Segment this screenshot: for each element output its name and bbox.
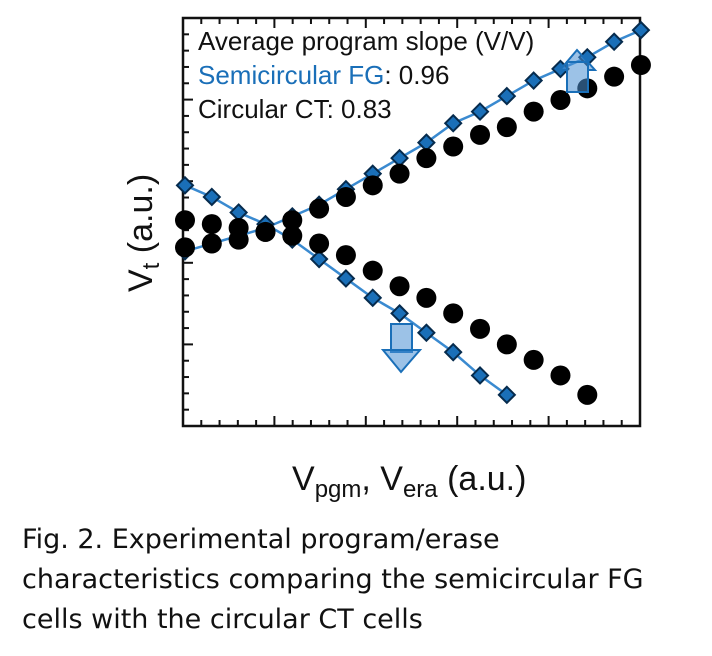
semicircular-fg-erase-point — [390, 303, 409, 323]
semicircular-fg-program-point — [524, 71, 544, 90]
circular-ct-erase-point — [255, 221, 276, 242]
semicircular-fg-erase-point — [416, 323, 436, 343]
annotation-ct-value: : 0.83 — [327, 94, 392, 124]
direction-arrows — [380, 48, 598, 374]
figure-caption: Fig. 2. Experimental program/erase chara… — [22, 524, 644, 635]
semicircular-fg-erase-point — [443, 342, 463, 362]
circular-ct-program-point — [309, 198, 330, 219]
circular-ct-program-point — [523, 101, 544, 122]
annotation-fg-name: Semicircular FG — [198, 60, 384, 90]
semicircular-fg-program-point — [631, 20, 651, 40]
circular-ct-program-point — [630, 55, 651, 76]
circular-ct-program-point — [443, 136, 464, 157]
semicircular-fg-erase-point — [336, 269, 356, 288]
circular-ct-erase-point — [443, 303, 464, 324]
semicircular-fg-erase-point — [309, 249, 329, 269]
semicircular-fg-erase-point — [470, 366, 490, 385]
erase-down-arrow-head — [380, 349, 423, 374]
circular-ct-erase-point — [389, 276, 410, 297]
circular-ct-program-point — [389, 163, 410, 184]
annotation-ct: Circular CT: 0.83 — [198, 94, 392, 124]
circular-ct-program-point — [201, 233, 222, 254]
circular-ct-erase-point — [201, 214, 222, 235]
circular-ct-erase-point — [175, 210, 195, 231]
chart: Average program slope (V/V) Semicircular… — [122, 16, 651, 503]
circular-ct-program-point — [175, 237, 195, 258]
circular-ct-erase-point — [470, 318, 491, 339]
y-axis-label: Vt (a.u.) — [122, 174, 165, 292]
circular-ct-erase-point — [496, 334, 517, 355]
series-markers — [175, 20, 651, 405]
circular-ct-program-point — [550, 89, 571, 110]
semicircular-fg-program-point — [497, 86, 517, 106]
circular-ct-erase-point — [282, 225, 303, 246]
circular-ct-erase-point — [335, 245, 356, 266]
axis-ticks — [183, 18, 623, 426]
circular-ct-program-point — [282, 210, 303, 231]
semicircular-fg-program-point — [470, 102, 490, 122]
semicircular-fg-program-point — [604, 32, 624, 52]
circular-ct-program-point — [416, 148, 437, 169]
x-axis-label: Vpgm, Vera (a.u.) — [292, 460, 526, 503]
semicircular-fg-program-point — [443, 113, 463, 133]
circular-ct-program-point — [470, 124, 491, 145]
circular-ct-program-point — [604, 66, 625, 87]
semicircular-fg-erase-point — [175, 175, 195, 195]
annotation-header: Average program slope (V/V) — [198, 26, 534, 56]
semicircular-fg-erase-point — [497, 385, 517, 405]
circular-ct-erase-point — [416, 287, 437, 308]
annotation-ct-name: Circular CT — [198, 94, 330, 124]
semicircular-fg-erase-point — [363, 288, 383, 308]
annotation-fg: Semicircular FG: 0.96 — [198, 60, 449, 90]
circular-ct-program-point — [496, 117, 517, 138]
circular-ct-erase-point — [228, 218, 249, 238]
circular-ct-erase-point — [309, 233, 330, 254]
circular-ct-program-point — [362, 175, 383, 196]
circular-ct-erase-point — [523, 349, 544, 370]
circular-ct-erase-point — [362, 260, 383, 281]
erase-down-arrow-body — [390, 323, 413, 353]
circular-ct-program-point — [335, 186, 356, 207]
circular-ct-erase-point — [550, 365, 571, 386]
semicircular-fg-erase-point — [202, 187, 222, 207]
annotation-fg-value: : 0.96 — [384, 60, 449, 90]
semicircular-fg-erase-line — [184, 184, 508, 396]
circular-ct-erase-point — [577, 384, 598, 405]
program-up-arrow-body — [566, 61, 589, 93]
